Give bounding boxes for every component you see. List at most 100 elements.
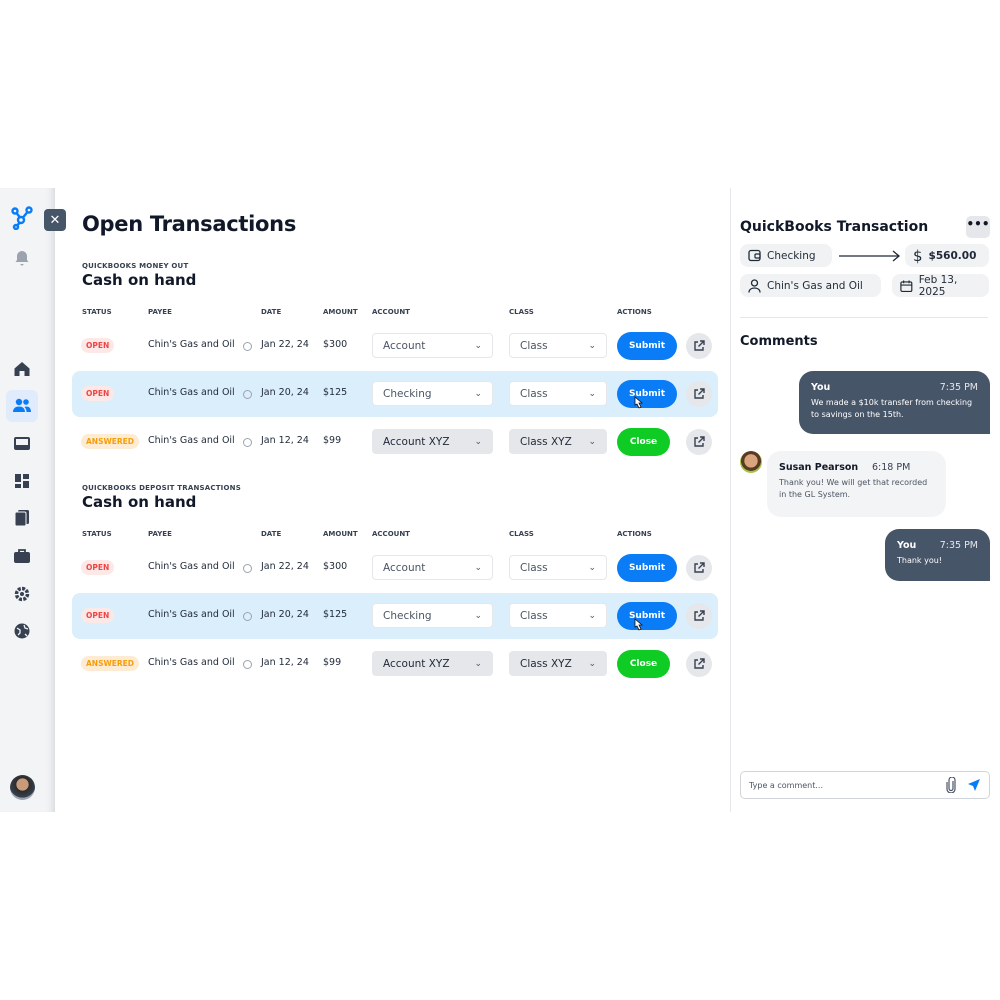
- comments-title: Comments: [740, 334, 818, 349]
- comment-time: 7:35 PM: [939, 540, 978, 551]
- class-select[interactable]: Class XYZ ⌄: [509, 651, 607, 676]
- inbox-icon[interactable]: [10, 432, 34, 456]
- chevron-down-icon: ⌄: [474, 436, 482, 447]
- date: Feb 13, 2025: [918, 273, 958, 298]
- pointer-cursor-icon: [634, 396, 643, 409]
- account-value: Account: [383, 339, 426, 352]
- status-badge: OPEN: [81, 386, 115, 401]
- close-button[interactable]: Close: [617, 428, 670, 456]
- sidebar: [0, 188, 55, 812]
- comment-placeholder: Type a comment...: [749, 780, 823, 790]
- app: ✕ Open Transactions QUICKBOOKS MONEY OUT…: [0, 188, 1000, 812]
- globe-icon[interactable]: [10, 619, 34, 643]
- section-title: Cash on hand: [82, 493, 197, 511]
- avatar[interactable]: [10, 775, 35, 800]
- chevron-down-icon: ⌄: [588, 340, 596, 351]
- amount-cell: $300: [323, 339, 348, 350]
- status-badge: ANSWERED: [81, 434, 140, 449]
- chevron-down-icon: ⌄: [588, 658, 596, 669]
- close-button[interactable]: Close: [617, 650, 670, 678]
- amount-chip: $ $560.00: [905, 244, 989, 267]
- column-header-actions: ACTIONS: [617, 530, 652, 538]
- external-link-icon[interactable]: [686, 555, 712, 581]
- account-value: Account XYZ: [383, 657, 450, 670]
- bell-icon[interactable]: [10, 246, 34, 270]
- class-select[interactable]: Class ⌄: [509, 555, 607, 580]
- logo-icon[interactable]: [10, 206, 34, 230]
- chevron-down-icon: ⌄: [588, 610, 596, 621]
- panel-divider: [730, 188, 731, 812]
- class-select[interactable]: Class ⌄: [509, 333, 607, 358]
- external-link-icon[interactable]: [686, 381, 712, 407]
- class-select[interactable]: Class XYZ ⌄: [509, 429, 607, 454]
- account-select[interactable]: Checking ⌄: [372, 381, 493, 406]
- close-icon[interactable]: ✕: [44, 209, 66, 231]
- account-select[interactable]: Account ⌄: [372, 555, 493, 580]
- amount-cell: $300: [323, 561, 348, 572]
- account-select[interactable]: Checking ⌄: [372, 603, 493, 628]
- amount-cell: $99: [323, 657, 342, 668]
- info-icon[interactable]: [243, 660, 252, 669]
- payee-cell: Chin's Gas and Oil: [148, 609, 235, 620]
- class-select[interactable]: Class ⌄: [509, 381, 607, 406]
- section-label: QUICKBOOKS DEPOSIT TRANSACTIONS: [82, 484, 241, 492]
- pointer-cursor-icon: [634, 618, 643, 631]
- payee: Chin's Gas and Oil: [767, 279, 863, 292]
- comment-time: 7:35 PM: [939, 382, 978, 393]
- external-link-icon[interactable]: [686, 651, 712, 677]
- account-value: Checking: [383, 609, 432, 622]
- info-icon[interactable]: [243, 390, 252, 399]
- info-icon[interactable]: [243, 342, 252, 351]
- external-link-icon[interactable]: [686, 429, 712, 455]
- paperclip-icon[interactable]: [945, 777, 957, 793]
- status-badge: OPEN: [81, 338, 115, 353]
- date-cell: Jan 20, 24: [261, 387, 309, 398]
- status-badge: OPEN: [81, 608, 115, 623]
- submit-button[interactable]: Submit: [617, 602, 677, 630]
- submit-button[interactable]: Submit: [617, 380, 677, 408]
- more-options-button[interactable]: •••: [966, 216, 990, 238]
- info-icon[interactable]: [243, 612, 252, 621]
- account-select[interactable]: Account ⌄: [372, 333, 493, 358]
- gear-icon[interactable]: [10, 582, 34, 606]
- documents-icon[interactable]: [10, 506, 34, 530]
- account-select[interactable]: Account XYZ ⌄: [372, 429, 493, 454]
- info-icon[interactable]: [243, 438, 252, 447]
- dollar-icon: $: [913, 246, 923, 265]
- submit-button[interactable]: Submit: [617, 554, 677, 582]
- panel-separator: [740, 317, 988, 318]
- amount-cell: $125: [323, 387, 348, 398]
- column-header-class: CLASS: [509, 530, 534, 538]
- commenter-avatar: [740, 451, 762, 473]
- section-title: Cash on hand: [82, 271, 197, 289]
- external-link-icon[interactable]: [686, 603, 712, 629]
- chevron-down-icon: ⌄: [474, 388, 482, 399]
- submit-button[interactable]: Submit: [617, 332, 677, 360]
- comment-author: You: [811, 382, 831, 393]
- column-header-date: DATE: [261, 308, 282, 316]
- dashboard-icon[interactable]: [10, 469, 34, 493]
- payee-cell: Chin's Gas and Oil: [148, 435, 235, 446]
- external-link-icon[interactable]: [686, 333, 712, 359]
- comment-input[interactable]: Type a comment...: [740, 771, 990, 799]
- class-select[interactable]: Class ⌄: [509, 603, 607, 628]
- date-cell: Jan 12, 24: [261, 657, 309, 668]
- info-icon[interactable]: [243, 564, 252, 573]
- amount-cell: $125: [323, 609, 348, 620]
- comment-bubble: Susan Pearson 6:18 PM Thank you! We will…: [767, 451, 946, 517]
- payee-cell: Chin's Gas and Oil: [148, 561, 235, 572]
- comment-text: Thank you! We will get that recorded in …: [779, 478, 928, 499]
- column-header-date: DATE: [261, 530, 282, 538]
- comment-text: We made a $10k transfer from checking to…: [811, 398, 973, 419]
- column-header-payee: PAYEE: [148, 308, 172, 316]
- column-header-payee: PAYEE: [148, 530, 172, 538]
- arrow-right-icon: [839, 250, 901, 262]
- users-icon[interactable]: [6, 390, 38, 422]
- class-value: Class: [520, 561, 548, 574]
- wallet-icon: [748, 249, 761, 262]
- class-value: Class: [520, 387, 548, 400]
- home-icon[interactable]: [10, 357, 34, 381]
- briefcase-icon[interactable]: [10, 544, 34, 568]
- send-icon[interactable]: [967, 778, 981, 792]
- account-select[interactable]: Account XYZ ⌄: [372, 651, 493, 676]
